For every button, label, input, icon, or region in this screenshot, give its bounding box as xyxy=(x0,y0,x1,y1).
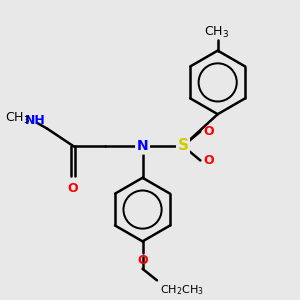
Text: S: S xyxy=(178,139,188,154)
Text: O: O xyxy=(203,125,214,138)
Text: N: N xyxy=(137,139,148,153)
Text: O: O xyxy=(203,154,214,167)
Text: O: O xyxy=(137,254,148,267)
Text: CH$_2$CH$_3$: CH$_2$CH$_3$ xyxy=(160,283,204,297)
Text: CH$_3$: CH$_3$ xyxy=(5,111,30,126)
Text: CH$_3$: CH$_3$ xyxy=(204,26,229,40)
Text: NH: NH xyxy=(25,114,46,127)
Text: O: O xyxy=(68,182,79,195)
